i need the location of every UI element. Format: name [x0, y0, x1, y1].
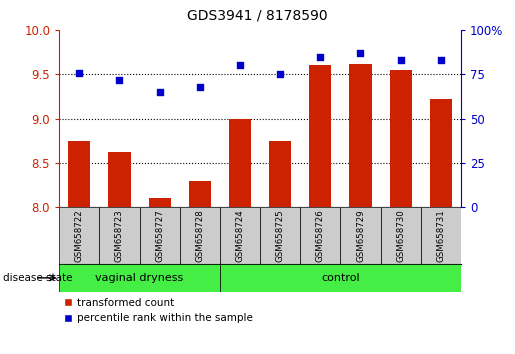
Bar: [99, 207, 140, 264]
Text: GSM658725: GSM658725: [276, 209, 285, 262]
Text: disease state: disease state: [3, 273, 72, 283]
Point: [356, 50, 365, 56]
Bar: [229, 119, 251, 207]
Bar: [220, 264, 461, 292]
Text: vaginal dryness: vaginal dryness: [95, 273, 184, 283]
Bar: [140, 207, 180, 264]
Text: GSM658730: GSM658730: [396, 209, 405, 262]
Legend: transformed count, percentile rank within the sample: transformed count, percentile rank withi…: [59, 294, 257, 327]
Text: GSM658723: GSM658723: [115, 209, 124, 262]
Bar: [260, 207, 300, 264]
Bar: [180, 207, 220, 264]
Text: GSM658722: GSM658722: [75, 209, 84, 262]
Point: [75, 70, 83, 75]
Bar: [68, 141, 90, 207]
Bar: [149, 198, 170, 207]
Text: GSM658731: GSM658731: [436, 209, 445, 262]
Point: [196, 84, 204, 90]
Bar: [350, 64, 371, 207]
Text: GSM658728: GSM658728: [195, 209, 204, 262]
Bar: [109, 152, 130, 207]
Bar: [300, 207, 340, 264]
Point: [156, 89, 164, 95]
Point: [437, 57, 445, 63]
Text: GDS3941 / 8178590: GDS3941 / 8178590: [187, 9, 328, 23]
Text: GSM658726: GSM658726: [316, 209, 325, 262]
Bar: [59, 264, 220, 292]
Bar: [269, 141, 291, 207]
Point: [316, 54, 324, 59]
Text: control: control: [321, 273, 359, 283]
Bar: [381, 207, 421, 264]
Bar: [310, 65, 331, 207]
Point: [397, 57, 405, 63]
Text: GSM658724: GSM658724: [235, 209, 245, 262]
Bar: [421, 207, 461, 264]
Bar: [430, 99, 452, 207]
Bar: [220, 207, 260, 264]
Bar: [390, 70, 411, 207]
Bar: [189, 181, 211, 207]
Point: [276, 72, 284, 77]
Bar: [59, 207, 99, 264]
Bar: [340, 207, 381, 264]
Point: [236, 63, 244, 68]
Text: GSM658727: GSM658727: [155, 209, 164, 262]
Point: [115, 77, 124, 82]
Text: GSM658729: GSM658729: [356, 209, 365, 262]
